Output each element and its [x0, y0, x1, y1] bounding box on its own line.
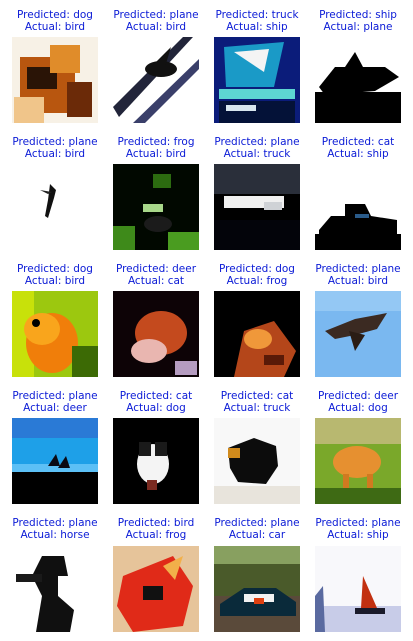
predicted-label: Predicted: dog: [17, 9, 93, 21]
predicted-label: Predicted: ship: [319, 9, 397, 21]
predicted-label: Predicted: plane: [315, 263, 401, 275]
actual-label: Actual: horse: [20, 529, 90, 541]
predicted-label: Predicted: plane: [315, 517, 401, 529]
predicted-label: Predicted: deer: [317, 390, 399, 402]
predicted-label: Predicted: plane: [214, 517, 300, 529]
dog-thumbnail: [315, 418, 401, 504]
predicted-label: Predicted: plane: [12, 517, 98, 529]
bird-thumbnail: [12, 164, 98, 250]
predicted-label: Predicted: dog: [219, 263, 295, 275]
actual-label: Actual: bird: [24, 21, 86, 33]
bird-thumbnail: [315, 291, 401, 377]
actual-label: Actual: frog: [226, 275, 288, 287]
car-thumbnail: [214, 546, 300, 632]
actual-label: Actual: bird: [327, 275, 389, 287]
ship-thumbnail: [214, 37, 300, 123]
deer-thumbnail: [12, 418, 98, 504]
actual-label: Actual: bird: [24, 148, 86, 160]
truck-thumbnail: [214, 164, 300, 250]
predicted-label: Predicted: frog: [117, 136, 195, 148]
frog-thumbnail: [113, 546, 199, 632]
actual-label: Actual: ship: [226, 21, 288, 33]
predicted-label: Predicted: cat: [321, 136, 395, 148]
predicted-label: Predicted: plane: [113, 9, 199, 21]
predicted-label: Predicted: truck: [215, 9, 299, 21]
actual-label: Actual: cat: [127, 275, 185, 287]
actual-label: Actual: plane: [323, 21, 393, 33]
predicted-label: Predicted: cat: [119, 390, 193, 402]
actual-label: Actual: bird: [125, 148, 187, 160]
actual-label: Actual: dog: [126, 402, 186, 414]
predicted-label: Predicted: bird: [117, 517, 195, 529]
predicted-label: Predicted: plane: [12, 136, 98, 148]
horse-thumbnail: [12, 546, 98, 632]
predicted-label: Predicted: deer: [115, 263, 197, 275]
truck-thumbnail: [214, 418, 300, 504]
actual-label: Actual: deer: [23, 402, 87, 414]
predicted-label: Predicted: dog: [17, 263, 93, 275]
actual-label: Actual: dog: [328, 402, 388, 414]
actual-label: Actual: bird: [24, 275, 86, 287]
predicted-label: Predicted: plane: [12, 390, 98, 402]
predicted-label: Predicted: cat: [220, 390, 294, 402]
actual-label: Actual: truck: [223, 402, 291, 414]
actual-label: Actual: bird: [125, 21, 187, 33]
actual-label: Actual: frog: [125, 529, 187, 541]
dog-thumbnail: [113, 418, 199, 504]
predicted-label: Predicted: plane: [214, 136, 300, 148]
bird-thumbnail: [113, 37, 199, 123]
actual-label: Actual: ship: [327, 148, 389, 160]
cat-thumbnail: [113, 291, 199, 377]
bird-thumbnail: [113, 164, 199, 250]
ship-thumbnail: [315, 546, 401, 632]
bird-thumbnail: [12, 291, 98, 377]
plane-thumbnail: [315, 37, 401, 123]
actual-label: Actual: ship: [327, 529, 389, 541]
actual-label: Actual: car: [228, 529, 286, 541]
frog-thumbnail: [214, 291, 300, 377]
ship-thumbnail: [315, 164, 401, 250]
dog-thumbnail: [12, 37, 98, 123]
actual-label: Actual: truck: [223, 148, 291, 160]
